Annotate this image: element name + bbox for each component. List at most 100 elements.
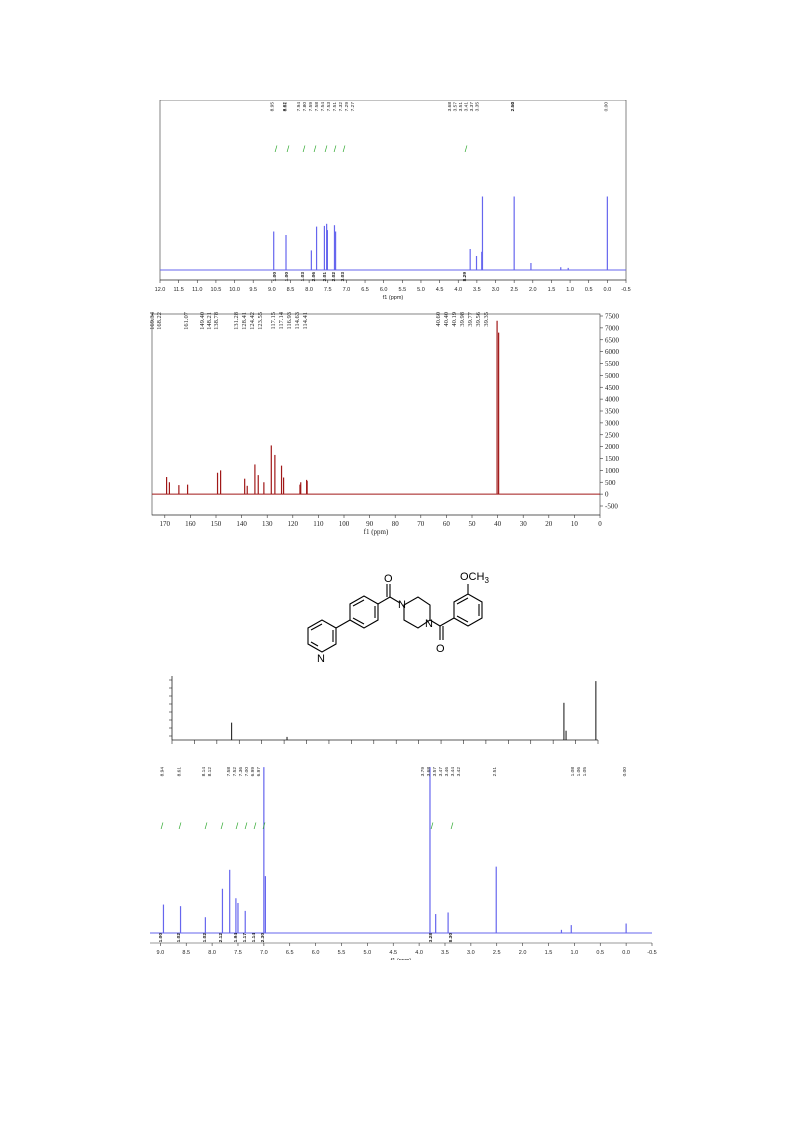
x-tick-label: 40 [494,520,502,528]
peak-label: 8.62 [282,102,288,112]
peak-label: 8.14 [201,767,207,777]
peak-label: 168.22 [156,312,163,330]
x-tick-label: 80 [392,520,400,528]
peak-label: 7.51 [332,102,338,112]
peak-label: 3.57 [453,102,459,112]
peak-label: 1.05 [582,767,588,777]
y-tick-label: 4000 [605,396,620,404]
peak-label: 2.51 [510,102,516,112]
peak-label: 114.41 [302,312,309,330]
y-tick-label: 7500 [605,313,620,321]
x-tick-label: 6.0 [380,287,388,293]
x-tick-label: -0.5 [647,950,656,956]
x-tick-label: 5.5 [338,950,346,956]
peak-label: 3.37 [469,102,475,112]
x-axis-label: f1 (ppm) [391,958,412,960]
x-tick-label: 10 [571,520,579,528]
x-tick-label: 4.5 [389,950,397,956]
atom-n-pyridine: N [317,653,325,665]
peak-label: 8.61 [282,102,288,112]
integral-mark: / [451,821,454,831]
x-tick-label: 140 [236,520,247,528]
peak-label: 3.57 [432,767,438,777]
peak-label: 7.94 [296,102,302,112]
x-tick-label: 150 [211,520,222,528]
integral-mark: / [303,144,306,154]
pyridine-ring [307,619,337,653]
x-tick-label: 2.5 [510,287,518,293]
peak-label: 123.55 [257,312,264,330]
peak-label: 138.78 [213,312,220,330]
x-tick-label: 3.5 [441,950,449,956]
x-tick-label: 8.0 [208,950,216,956]
methoxy-label: OCH [460,571,485,583]
x-tick-label: 4.0 [415,950,423,956]
x-tick-label: 11.5 [173,287,183,293]
x-tick-label: 5.0 [417,287,425,293]
y-tick-label: 6000 [605,348,620,356]
x-tick-label: 6.5 [361,287,369,293]
peak-label: 117.15 [270,312,277,330]
integral-mark: / [263,821,266,831]
x-tick-label: 0.5 [585,287,593,293]
integral-value: 1.02 [202,933,208,943]
integral-value: 1.17 [242,933,248,943]
x-tick-label: 70 [417,520,425,528]
integral-value: 3.03 [340,272,346,282]
integral-mark: / [236,821,239,831]
integral-mark: / [465,144,468,154]
integral-value: 1.14 [251,933,257,943]
peak-label: 3.68 [447,102,453,112]
x-tick-label: 50 [469,520,477,528]
peak-label: 7.53 [326,102,332,112]
peak-label: 3.35 [475,102,481,112]
x-tick-label: 20 [545,520,553,528]
x-tick-label: 0.5 [596,950,604,956]
peak-label: 40.60 [435,312,442,327]
integral-mark: / [334,144,337,154]
y-tick-label: 2500 [605,431,620,439]
atom-methoxy: OCH3 [460,571,489,585]
x-tick-label: 1.0 [571,950,579,956]
peak-label: 7.36 [238,767,244,777]
x-tick-label: 1.5 [548,287,556,293]
x-tick-label: 4.5 [436,287,444,293]
peak-label: 3.42 [456,767,462,777]
x-tick-label: 2.0 [519,950,527,956]
peak-label: 1.06 [576,767,582,777]
peak-label: 40.40 [443,312,450,327]
peak-label: 39.98 [459,312,466,327]
peak-label: 124.42 [249,312,256,330]
peak-label: 3.44 [450,767,456,777]
plot-frame [151,313,601,516]
integral-value: 1.94 [233,933,239,943]
peak-label: 2.51 [492,767,498,777]
peak-label: 131.28 [233,312,240,330]
spectrum-1h-bottom-svg: 9.0 8.5 8.0 7.5 7.0 6.5 6.0 5.5 5.0 4.5 4.0 3.5 3.0 2… [150,767,657,964]
peak-label: 114.63 [294,312,301,330]
x-tick-label: 9.5 [249,287,257,293]
peak-label: 148.21 [206,312,213,330]
peak-label: 7.00 [244,767,250,777]
x-tick-label: 7.5 [234,950,242,956]
x-tick-label: 10.5 [211,287,222,293]
peak-label: 39.35 [483,312,490,327]
peak-label: 2.50 [510,102,516,112]
peak-label: 6.99 [250,767,256,777]
x-tick-label: 7.0 [260,950,268,956]
y-tick-label: 2000 [605,443,620,451]
peak-label: 128.41 [241,312,248,330]
peak-label: 8.12 [207,767,213,777]
x-tick-label: 130 [262,520,273,528]
x-axis-label: f1 (ppm) [364,528,389,536]
x-tick-label: 7.5 [324,287,332,293]
y-tick-label: 1500 [605,455,620,463]
x-tick-label: 1.0 [566,287,574,293]
plot-frame [159,99,627,281]
x-tick-label: 5.0 [364,950,372,956]
x-tick-label: 170 [160,520,171,528]
integral-mark: / [179,821,182,831]
x-tick-label: 9.0 [268,287,276,293]
x-tick-label: 0 [598,520,602,528]
peak-label: 0.00 [622,767,628,777]
